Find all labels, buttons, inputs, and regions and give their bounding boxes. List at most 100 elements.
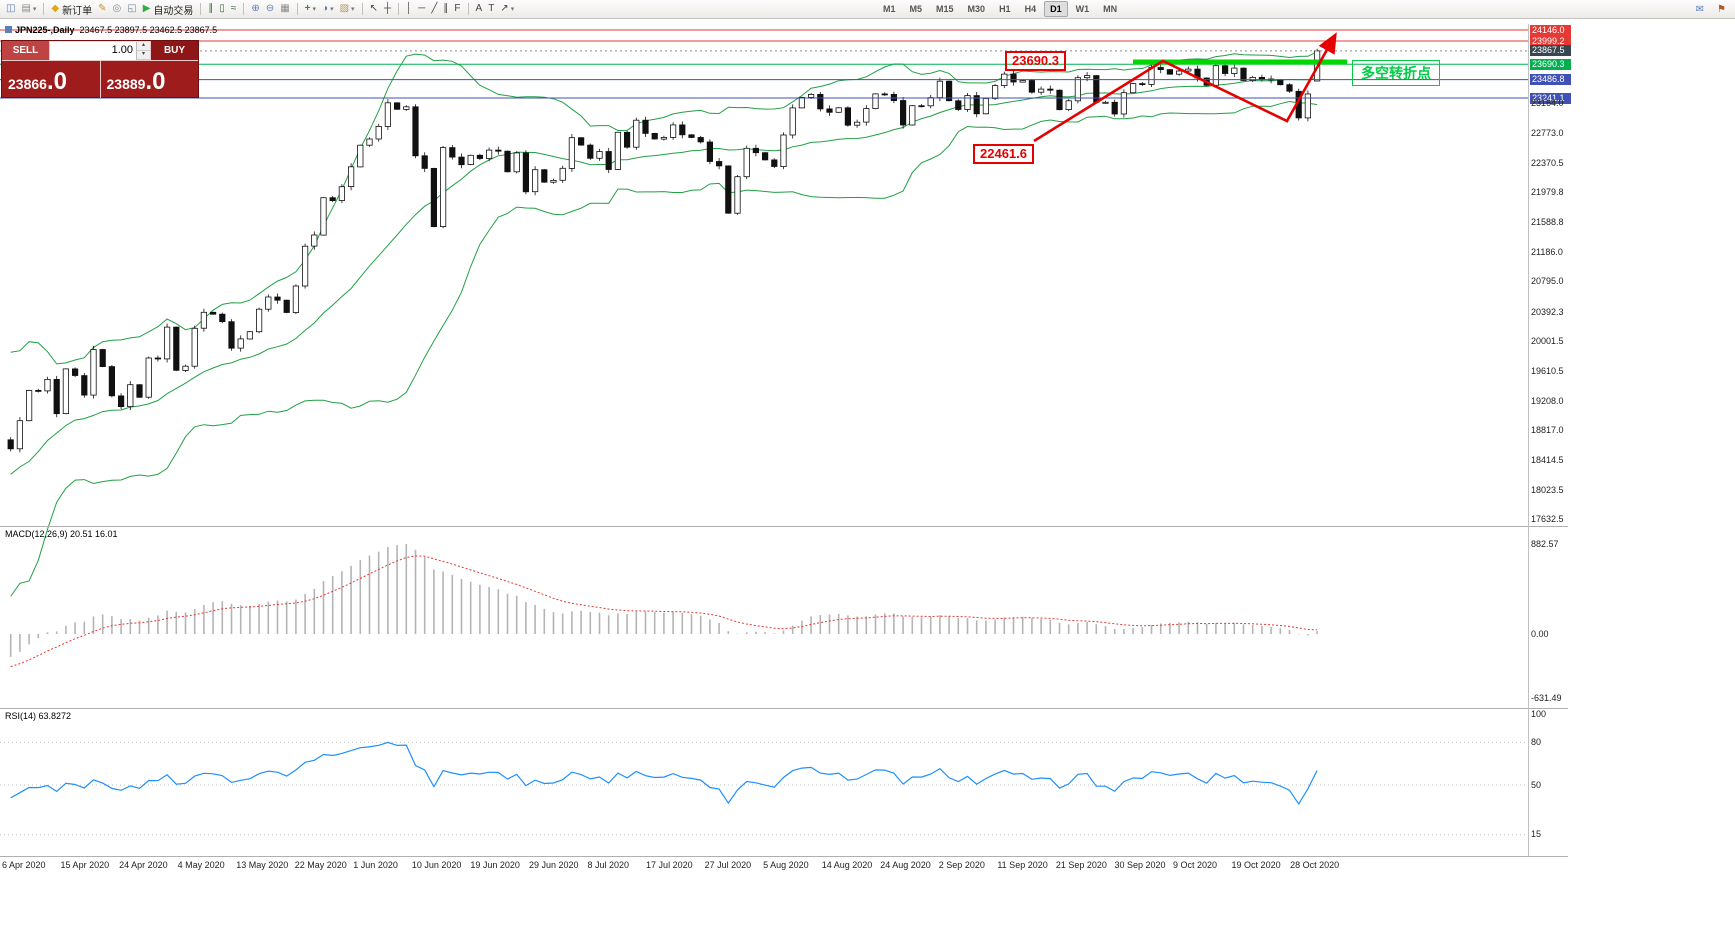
chat-icon: ✉ bbox=[1695, 3, 1705, 15]
price-scale-label: 18414.5 bbox=[1531, 455, 1564, 466]
volume-up-button[interactable]: ▴ bbox=[137, 42, 150, 51]
crosshair-icon[interactable]: ┼ bbox=[381, 1, 394, 17]
alerts-icon: ⚑ bbox=[1717, 3, 1726, 15]
date-axis-label: 1 Jun 2020 bbox=[353, 860, 398, 870]
date-axis-label: 22 May 2020 bbox=[294, 860, 347, 870]
toolbar-separator bbox=[361, 3, 363, 15]
date-axis-label: 8 Jul 2020 bbox=[587, 860, 630, 870]
main-toolbar: ◫ ▤ ▾ ◆ 新订单 ✎ ◎ ◱ ▶ 自动交易 ∥ ▯ ≈ ⊕ ⊖ ▦ + ▾ ◑ ▾ ▧ ▾ ↖ ┼ │ ─ ╱ ∥ F A T ↗ ▾ bbox=[0, 0, 1735, 19]
horizontal-line-icon[interactable]: ─ bbox=[415, 1, 428, 17]
timeframe-h1[interactable]: H1 bbox=[999, 4, 1011, 14]
timeframe-m30[interactable]: M30 bbox=[967, 4, 986, 14]
text-label-icon: T bbox=[488, 3, 495, 14]
periods-icon[interactable]: ◑ ▾ bbox=[319, 1, 337, 17]
chart-line-icon[interactable]: ≈ bbox=[228, 1, 240, 17]
timeframe-m1[interactable]: M1 bbox=[883, 4, 896, 14]
price-scale-label: 18023.5 bbox=[1531, 484, 1564, 495]
panel-separators[interactable] bbox=[0, 24, 1568, 857]
chart-bars-icon[interactable]: ∥ bbox=[205, 1, 216, 17]
rsi-axis-label: 100 bbox=[1531, 708, 1547, 719]
templates-icon: ▧ bbox=[339, 3, 350, 14]
new-chart-icon[interactable]: ◫ bbox=[3, 1, 18, 17]
dropdown-arrow-icon[interactable]: ▾ bbox=[330, 6, 334, 13]
support-price-annotation[interactable]: 22461.6 bbox=[973, 144, 1034, 164]
dropdown-arrow-icon[interactable]: ▾ bbox=[510, 6, 515, 13]
sell-button[interactable]: SELL bbox=[2, 41, 50, 60]
date-axis-label: 13 May 2020 bbox=[236, 860, 289, 870]
zoom-out-icon[interactable]: ⊖ bbox=[263, 1, 277, 17]
sell-price-pips: .0 bbox=[46, 68, 67, 95]
toolbar-separator bbox=[398, 3, 400, 15]
fullscreen-icon[interactable]: ◱ bbox=[124, 1, 139, 17]
date-axis-label: 28 Oct 2020 bbox=[1290, 860, 1340, 870]
tile-windows-icon[interactable]: ▦ bbox=[277, 1, 292, 17]
metaeditor-icon[interactable]: ✎ bbox=[95, 1, 109, 17]
price-tag-23486.8: 23486.8 bbox=[1530, 74, 1571, 86]
macd-axis-label: 0.00 bbox=[1531, 628, 1549, 639]
vertical-line-icon[interactable]: │ bbox=[403, 1, 415, 17]
new-order-button[interactable]: ◆ 新订单 bbox=[48, 1, 95, 17]
alerts-icon[interactable]: ⚑ bbox=[1714, 2, 1729, 18]
dropdown-arrow-icon[interactable]: ▾ bbox=[351, 6, 355, 13]
options-icon[interactable]: ◎ bbox=[110, 1, 125, 17]
date-axis-label: 15 Apr 2020 bbox=[60, 860, 110, 870]
trend-arrow[interactable] bbox=[1033, 32, 1337, 143]
arrows-icon: ↗ bbox=[500, 3, 509, 14]
text-icon[interactable]: A bbox=[473, 1, 486, 17]
date-axis-label: 4 May 2020 bbox=[177, 860, 225, 870]
date-axis-label: 11 Sep 2020 bbox=[997, 860, 1048, 870]
macd-label: MACD(12,26,9) 20.51 16.01 bbox=[5, 529, 118, 539]
text-label-icon[interactable]: T bbox=[485, 1, 497, 17]
fibonacci-icon[interactable]: F bbox=[451, 1, 463, 17]
sell-price: 23866 bbox=[8, 76, 47, 92]
equidistant-channel-icon[interactable]: ∥ bbox=[440, 1, 451, 17]
macd-signal-line bbox=[10, 555, 1318, 668]
timeframe-mn[interactable]: MN bbox=[1103, 4, 1118, 14]
price-tag-24146.0: 24146.0 bbox=[1530, 24, 1571, 36]
arrows-icon[interactable]: ↗ ▾ bbox=[497, 1, 517, 17]
timeframe-h4[interactable]: H4 bbox=[1024, 4, 1037, 14]
price-tag-23690.3: 23690.3 bbox=[1530, 58, 1571, 70]
chart-window-icon bbox=[5, 26, 12, 33]
cursor-icon[interactable]: ↖ bbox=[367, 1, 381, 17]
dropdown-arrow-icon[interactable]: ▾ bbox=[32, 6, 37, 13]
profiles-icon[interactable]: ▤ ▾ bbox=[18, 1, 39, 17]
options-icon: ◎ bbox=[112, 3, 122, 14]
price-scale-label: 17632.5 bbox=[1531, 514, 1564, 525]
sell-price-button[interactable]: 23866.0 bbox=[2, 61, 101, 98]
dropdown-arrow-icon[interactable]: ▾ bbox=[312, 6, 317, 13]
buy-button[interactable]: BUY bbox=[150, 41, 198, 60]
timeframe-m5[interactable]: M5 bbox=[909, 4, 923, 14]
trendline-icon[interactable]: ╱ bbox=[428, 1, 440, 17]
buy-price-button[interactable]: 23889.0 bbox=[101, 61, 199, 98]
chart-ohlc-values: 23467.5 23897.5 23462.5 23867.5 bbox=[79, 25, 218, 35]
templates-icon[interactable]: ▧ ▾ bbox=[337, 1, 358, 17]
chat-icon[interactable]: ✉ bbox=[1693, 2, 1707, 18]
volume-value[interactable]: 1.00 bbox=[111, 44, 133, 56]
zoom-in-icon[interactable]: ⊕ bbox=[248, 1, 262, 17]
date-axis-label: 24 Aug 2020 bbox=[880, 860, 931, 870]
rsi-axis-label: 15 bbox=[1531, 829, 1542, 840]
volume-spinner: ▴ ▾ bbox=[136, 42, 150, 60]
new-order-button-label: 新订单 bbox=[62, 5, 93, 17]
volume-down-button[interactable]: ▾ bbox=[137, 51, 150, 60]
timeframe-m15[interactable]: M15 bbox=[936, 4, 954, 14]
date-axis-label: 5 Aug 2020 bbox=[763, 860, 809, 870]
autotrading-button[interactable]: ▶ 自动交易 bbox=[140, 1, 197, 17]
chart-candles-icon[interactable]: ▯ bbox=[216, 1, 228, 17]
timeframe-d1[interactable]: D1 bbox=[1044, 1, 1068, 17]
resistance-price-annotation[interactable]: 23690.3 bbox=[1005, 51, 1066, 71]
timeframe-w1[interactable]: W1 bbox=[1075, 4, 1090, 14]
turning-point-annotation[interactable]: 多空转折点 bbox=[1352, 60, 1440, 86]
autotrading-button: ▶ bbox=[142, 3, 151, 14]
macd-histogram bbox=[9, 544, 1318, 657]
volume-field[interactable]: 1.00 ▴ ▾ bbox=[50, 41, 150, 60]
price-scale-label: 21979.8 bbox=[1531, 187, 1564, 198]
autotrading-button-label: 自动交易 bbox=[153, 5, 194, 17]
price-scale-label: 22773.0 bbox=[1531, 127, 1564, 138]
price-scale-label: 19610.5 bbox=[1531, 365, 1564, 376]
indicators-icon[interactable]: + ▾ bbox=[302, 1, 319, 17]
macd-axis-label: -631.49 bbox=[1531, 692, 1562, 703]
